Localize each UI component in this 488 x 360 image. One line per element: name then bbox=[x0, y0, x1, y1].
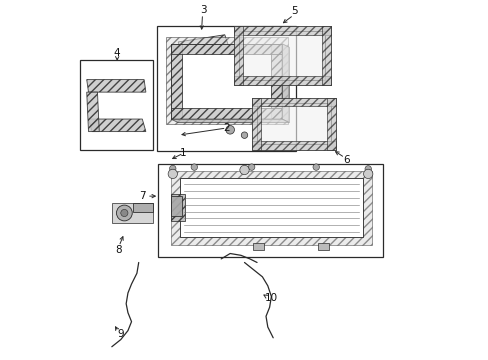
Polygon shape bbox=[171, 171, 371, 244]
Text: 10: 10 bbox=[264, 293, 277, 303]
Text: 6: 6 bbox=[343, 155, 349, 165]
Circle shape bbox=[363, 169, 372, 179]
Circle shape bbox=[225, 126, 234, 134]
Polygon shape bbox=[178, 35, 228, 53]
Bar bbox=[253, 243, 264, 250]
Text: 7: 7 bbox=[139, 191, 145, 201]
Bar bbox=[156, 26, 296, 151]
Polygon shape bbox=[88, 119, 145, 132]
Text: 5: 5 bbox=[291, 6, 297, 17]
Polygon shape bbox=[321, 26, 330, 85]
Text: 3: 3 bbox=[200, 5, 206, 15]
Text: 9: 9 bbox=[117, 329, 124, 339]
Polygon shape bbox=[251, 98, 260, 149]
Polygon shape bbox=[133, 203, 153, 212]
Circle shape bbox=[168, 169, 177, 179]
Circle shape bbox=[364, 166, 371, 172]
Polygon shape bbox=[233, 26, 242, 85]
Polygon shape bbox=[171, 196, 182, 216]
Text: 8: 8 bbox=[115, 245, 122, 255]
Bar bbox=[80, 60, 153, 149]
Polygon shape bbox=[171, 194, 185, 221]
Circle shape bbox=[241, 132, 247, 138]
Polygon shape bbox=[233, 26, 330, 35]
Circle shape bbox=[239, 165, 249, 175]
Polygon shape bbox=[112, 203, 153, 223]
Bar bbox=[158, 164, 382, 257]
Polygon shape bbox=[233, 26, 330, 85]
Circle shape bbox=[116, 205, 132, 221]
Circle shape bbox=[312, 164, 319, 170]
Polygon shape bbox=[171, 44, 282, 119]
Circle shape bbox=[248, 164, 254, 170]
Polygon shape bbox=[171, 44, 282, 54]
Polygon shape bbox=[251, 98, 335, 107]
Circle shape bbox=[191, 164, 197, 170]
Polygon shape bbox=[282, 44, 289, 123]
Polygon shape bbox=[326, 98, 335, 149]
Polygon shape bbox=[251, 140, 335, 149]
Circle shape bbox=[169, 165, 176, 172]
Polygon shape bbox=[171, 119, 289, 123]
Polygon shape bbox=[180, 178, 362, 237]
Polygon shape bbox=[86, 80, 145, 92]
Polygon shape bbox=[233, 76, 330, 85]
Text: 2: 2 bbox=[223, 123, 229, 133]
Polygon shape bbox=[86, 92, 99, 132]
Polygon shape bbox=[171, 44, 182, 119]
Polygon shape bbox=[171, 108, 282, 119]
Bar bbox=[317, 243, 328, 250]
Text: 1: 1 bbox=[180, 148, 186, 158]
Text: 4: 4 bbox=[114, 48, 120, 58]
Polygon shape bbox=[251, 98, 335, 149]
Circle shape bbox=[121, 210, 128, 217]
Polygon shape bbox=[271, 44, 282, 119]
Polygon shape bbox=[165, 37, 287, 125]
